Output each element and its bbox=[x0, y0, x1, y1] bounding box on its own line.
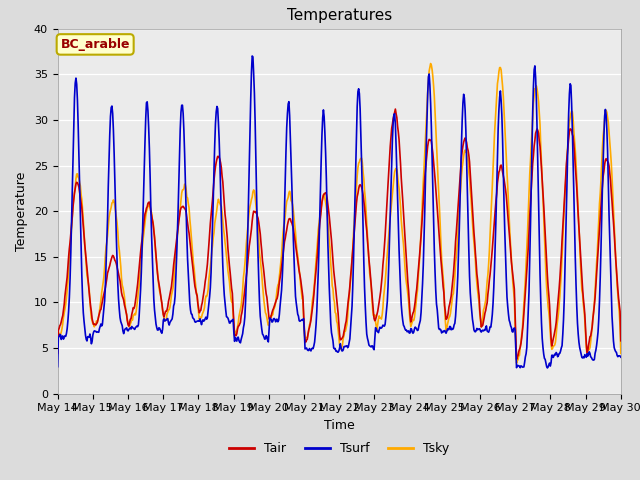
Tair bbox=[513, 357, 520, 362]
Tsky bbox=[617, 350, 625, 356]
Tsurf bbox=[398, 311, 406, 317]
Y-axis label: Temperature: Temperature bbox=[15, 171, 28, 251]
Line: Tsky: Tsky bbox=[58, 63, 621, 363]
Tair bbox=[54, 350, 61, 356]
Tsurf bbox=[273, 316, 281, 322]
Line: Tair: Tair bbox=[58, 109, 621, 360]
Tair bbox=[273, 297, 280, 302]
Tsky bbox=[427, 60, 435, 66]
Tair bbox=[252, 209, 259, 215]
X-axis label: Time: Time bbox=[324, 419, 355, 432]
Tsky bbox=[513, 360, 520, 366]
Tair bbox=[398, 186, 406, 192]
Tsky bbox=[273, 293, 280, 299]
Tsurf bbox=[617, 354, 625, 360]
Tsurf bbox=[543, 365, 551, 371]
Tsky bbox=[252, 194, 259, 200]
Tair bbox=[223, 234, 231, 240]
Tsurf bbox=[54, 364, 61, 370]
Tsurf bbox=[223, 314, 231, 320]
Tsurf bbox=[248, 53, 256, 59]
Tsky bbox=[54, 350, 61, 356]
Title: Temperatures: Temperatures bbox=[287, 9, 392, 24]
Tair bbox=[392, 106, 399, 112]
Tsurf bbox=[120, 331, 127, 336]
Tsurf bbox=[252, 156, 260, 162]
Tair bbox=[120, 297, 127, 303]
Tsky bbox=[397, 217, 405, 223]
Tsurf bbox=[429, 221, 437, 227]
Text: BC_arable: BC_arable bbox=[60, 38, 130, 51]
Tair bbox=[429, 158, 437, 164]
Line: Tsurf: Tsurf bbox=[58, 56, 621, 368]
Tsky bbox=[429, 83, 437, 88]
Tsky bbox=[223, 260, 231, 266]
Legend: Tair, Tsurf, Tsky: Tair, Tsurf, Tsky bbox=[224, 437, 454, 460]
Tair bbox=[617, 338, 625, 344]
Tsky bbox=[120, 289, 127, 295]
